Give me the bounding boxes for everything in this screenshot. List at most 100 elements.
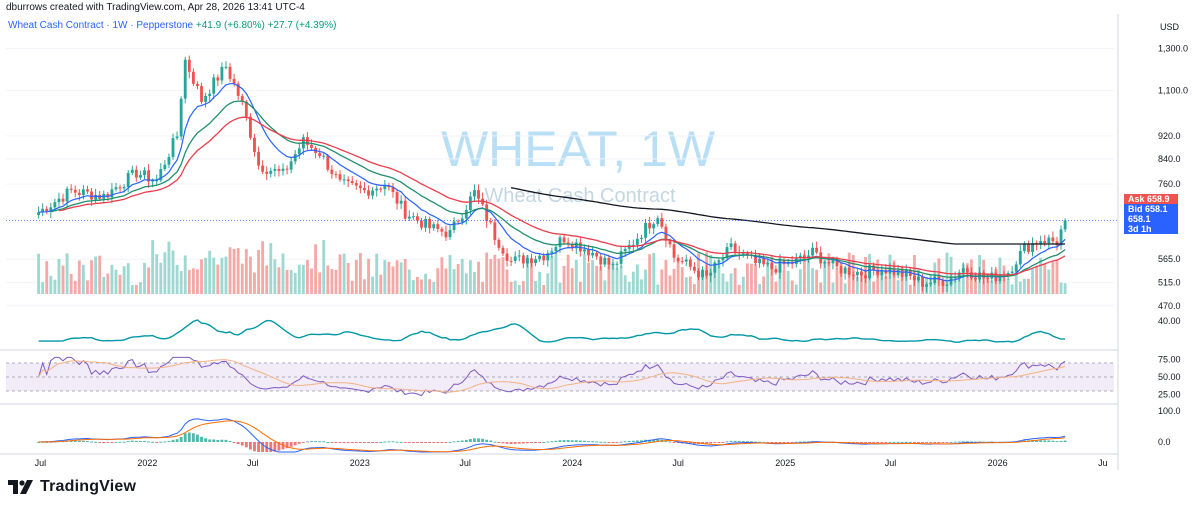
macd-histogram-bar: [273, 442, 277, 452]
volume-bar: [485, 252, 489, 294]
candle-body: [151, 180, 155, 182]
volume-bar: [1055, 259, 1059, 294]
candle-body: [570, 244, 574, 249]
volume-bar: [1047, 269, 1051, 294]
rsi-ma-line: [38, 359, 1066, 393]
macd-histogram-bar: [599, 441, 603, 443]
macd-histogram-bar: [558, 440, 562, 442]
candle-body: [635, 238, 639, 245]
candle-body: [139, 175, 142, 178]
macd-histogram-bar: [485, 439, 489, 442]
candle-body: [949, 277, 953, 285]
time-tick-label: 2025: [775, 458, 795, 468]
macd-histogram-bar: [411, 442, 415, 443]
macd-histogram-bar: [900, 441, 904, 443]
volume-bar: [391, 266, 395, 294]
candle-body: [61, 198, 65, 202]
volume-bar: [330, 269, 334, 294]
macd-histogram-bar: [69, 440, 73, 442]
ema-long-line: [510, 187, 1066, 245]
candle-body: [794, 258, 798, 264]
volume-bar: [265, 265, 269, 294]
volume-bar: [497, 258, 501, 294]
candle-body: [371, 190, 375, 196]
candle-body: [285, 168, 289, 170]
candle-body: [754, 255, 757, 264]
candle-body: [864, 275, 867, 279]
volume-bar: [717, 262, 721, 294]
candle-body: [656, 218, 660, 225]
volume-bar: [163, 252, 167, 294]
macd-histogram-bar: [578, 440, 582, 442]
candle-body: [244, 101, 248, 117]
volume-bar: [501, 257, 505, 294]
candle-body: [599, 256, 603, 265]
candle-body: [167, 157, 171, 165]
volume-bar: [297, 264, 301, 294]
currency-label: USD: [1160, 22, 1180, 32]
volume-bar: [574, 259, 578, 294]
macd-histogram-bar: [933, 442, 937, 443]
candle-body: [456, 221, 460, 223]
macd-histogram-bar: [183, 433, 187, 442]
volume-bar: [554, 252, 558, 294]
chart-area[interactable]: WHEAT, 1W Wheat Cash Contract USD 1,300.0…: [0, 14, 1200, 470]
macd-histogram-bar: [77, 440, 81, 442]
volume-bar: [680, 267, 684, 294]
macd-histogram-bar: [497, 442, 501, 443]
volume-bar: [204, 257, 208, 294]
macd-histogram-bar: [452, 441, 456, 443]
candle-body: [631, 244, 635, 246]
volume-bar: [517, 284, 521, 294]
symbol-name[interactable]: Wheat Cash Contract · 1W · Pepperstone: [8, 20, 194, 31]
candle-body: [69, 188, 73, 190]
candle-body: [407, 216, 411, 219]
candle-body: [640, 237, 643, 239]
price-tag-text: 658.1: [1128, 214, 1151, 224]
candle-body: [420, 220, 423, 228]
macd-histogram-bar: [289, 442, 293, 447]
volume-bar: [811, 268, 814, 294]
candle-body: [208, 93, 212, 96]
macd-histogram-bar: [175, 439, 179, 442]
macd-histogram-bar: [631, 440, 635, 442]
macd-histogram-bar: [921, 442, 924, 443]
volume-bar: [635, 264, 639, 294]
time-axis[interactable]: Jul 2022 Jul 2023 Jul 2024 Jul 2025 Jul 2026 Ju: [0, 453, 1118, 468]
volume-bar: [342, 253, 346, 294]
candle-body: [697, 270, 700, 278]
macd-histogram-bar: [200, 436, 203, 442]
candle-body: [248, 116, 252, 138]
macd-histogram-bar: [627, 440, 631, 442]
candle-body: [970, 272, 973, 278]
oscillator-line: [38, 319, 1066, 343]
macd-histogram-bar: [371, 442, 375, 443]
tradingview-brand[interactable]: TradingView: [8, 478, 136, 496]
volume-bar: [248, 256, 252, 294]
macd-histogram-bar: [750, 441, 753, 443]
volume-bar: [880, 273, 884, 294]
volume-bar: [257, 249, 260, 294]
volume-bar: [587, 262, 590, 294]
volume-bar: [73, 280, 77, 294]
price-tick-label: 920.0: [1158, 131, 1181, 141]
candle-body: [310, 144, 313, 148]
macd-histogram-bar: [432, 442, 436, 443]
macd-histogram-bar: [1059, 440, 1063, 442]
macd-histogram-bar: [159, 441, 163, 443]
ema-fast-line: [38, 83, 1066, 282]
watermark-name: Wheat Cash Contract: [484, 185, 676, 207]
volume-bar: [823, 259, 827, 294]
candle-body: [660, 218, 664, 227]
candle-body: [811, 247, 814, 256]
macd-histogram-bar: [888, 441, 892, 443]
macd-histogram-bar: [464, 439, 468, 442]
macd-histogram-bar: [501, 442, 505, 444]
candle-body: [224, 66, 228, 68]
price-axis[interactable]: USD 1,300.0 1,100.0 920.0 840.0 760.0 565.0 515…: [1117, 14, 1188, 470]
candle-body: [982, 272, 986, 278]
candle-body: [1010, 271, 1014, 273]
symbol-legend[interactable]: Wheat Cash Contract · 1W · Pepperstone +…: [8, 20, 337, 31]
macd-histogram-bar: [925, 442, 929, 443]
volume-bar: [424, 273, 427, 294]
